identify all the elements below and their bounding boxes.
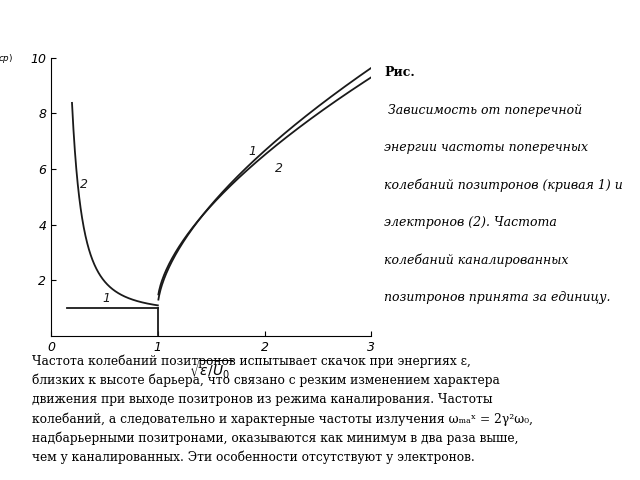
- Text: Рис.: Рис.: [384, 66, 415, 79]
- Text: близких к высоте барьера, что связано с резким изменением характера: близких к высоте барьера, что связано с …: [31, 373, 499, 387]
- Text: чем у каналированных. Эти особенности отсутствуют у электронов.: чем у каналированных. Эти особенности от…: [31, 451, 474, 464]
- Text: движения при выходе позитронов из режима каналирования. Частоты: движения при выходе позитронов из режима…: [31, 393, 492, 406]
- Text: энергии частоты поперечных: энергии частоты поперечных: [384, 141, 588, 154]
- Text: надбарьерными позитронами, оказываются как минимум в два раза выше,: надбарьерными позитронами, оказываются к…: [31, 432, 518, 445]
- Text: 2: 2: [275, 162, 283, 175]
- Text: 1: 1: [102, 292, 111, 305]
- Text: 1: 1: [248, 145, 257, 158]
- X-axis label: $\sqrt{\varepsilon/U_0}$: $\sqrt{\varepsilon/U_0}$: [189, 358, 233, 381]
- Text: колебаний, а следовательно и характерные частоты излучения ωₘₐˣ = 2γ²ω₀,: колебаний, а следовательно и характерные…: [31, 412, 532, 426]
- Text: Зависимость от поперечной: Зависимость от поперечной: [384, 104, 582, 117]
- Text: электронов (2). Частота: электронов (2). Частота: [384, 216, 557, 229]
- Text: позитронов принята за единицу.: позитронов принята за единицу.: [384, 291, 611, 304]
- Text: Частота колебаний позитронов испытывает скачок при энергиях ε,: Частота колебаний позитронов испытывает …: [31, 354, 470, 368]
- Text: колебаний позитронов (кривая 1) и: колебаний позитронов (кривая 1) и: [384, 179, 623, 192]
- Text: колебаний каналированных: колебаний каналированных: [384, 254, 568, 267]
- Y-axis label: $\omega_0/\omega_2^{(cp)}$: $\omega_0/\omega_2^{(cp)}$: [0, 52, 13, 73]
- Text: 2: 2: [80, 179, 88, 192]
